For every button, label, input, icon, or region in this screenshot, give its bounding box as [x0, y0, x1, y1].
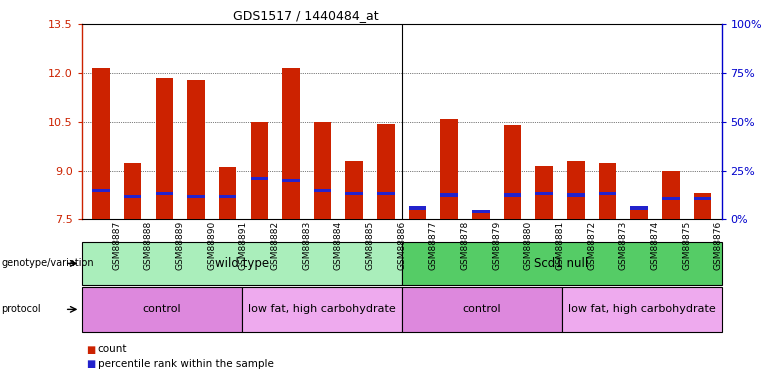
Text: control: control [143, 304, 181, 314]
Bar [504, 194, 521, 196]
Text: low fat, high carbohydrate: low fat, high carbohydrate [568, 304, 715, 314]
Text: GSM88891: GSM88891 [239, 221, 248, 270]
Bar [662, 171, 679, 219]
Bar [599, 192, 616, 195]
Text: GSM88872: GSM88872 [587, 221, 596, 270]
Text: GSM88884: GSM88884 [334, 221, 343, 270]
Bar [187, 80, 204, 219]
Bar [599, 162, 616, 219]
Bar [693, 194, 711, 219]
Text: GSM88883: GSM88883 [302, 221, 311, 270]
Bar [504, 125, 521, 219]
Bar [82, 242, 402, 285]
Bar [124, 162, 141, 219]
Text: low fat, high carbohydrate: low fat, high carbohydrate [248, 304, 395, 314]
Bar [567, 161, 584, 219]
Bar [92, 189, 110, 192]
Bar [124, 195, 141, 198]
Bar [441, 194, 458, 196]
Text: GSM88889: GSM88889 [176, 221, 185, 270]
Text: GSM88879: GSM88879 [492, 221, 502, 270]
Bar [187, 195, 204, 198]
Bar [346, 161, 363, 219]
Bar [630, 206, 648, 210]
Text: GSM88874: GSM88874 [651, 221, 660, 270]
Bar [250, 122, 268, 219]
Bar [92, 68, 110, 219]
Bar [250, 177, 268, 180]
Title: GDS1517 / 1440484_at: GDS1517 / 1440484_at [233, 9, 378, 22]
Bar [693, 196, 711, 200]
Bar [472, 210, 490, 213]
Bar [219, 167, 236, 219]
Bar [346, 192, 363, 195]
Text: GSM88887: GSM88887 [112, 221, 121, 270]
Text: GSM88878: GSM88878 [460, 221, 470, 270]
Text: GSM88873: GSM88873 [619, 221, 628, 270]
Bar [402, 287, 562, 332]
Text: ■: ■ [86, 359, 95, 369]
Text: GSM88885: GSM88885 [366, 221, 374, 270]
Text: GSM88875: GSM88875 [682, 221, 691, 270]
Text: wild type: wild type [215, 257, 269, 270]
Bar [402, 242, 722, 285]
Bar [662, 196, 679, 200]
Bar [562, 287, 722, 332]
Text: GSM88888: GSM88888 [144, 221, 153, 270]
Bar [242, 287, 402, 332]
Text: Scd1 null: Scd1 null [534, 257, 589, 270]
Bar [314, 189, 332, 192]
Bar [630, 210, 648, 219]
Text: GSM88880: GSM88880 [524, 221, 533, 270]
Bar [536, 166, 553, 219]
Text: GSM88877: GSM88877 [429, 221, 438, 270]
Bar [155, 78, 173, 219]
Text: ■: ■ [86, 345, 95, 354]
Text: GSM88882: GSM88882 [271, 221, 279, 270]
Text: count: count [98, 345, 127, 354]
Text: GSM88881: GSM88881 [555, 221, 565, 270]
Bar [536, 192, 553, 195]
Bar [282, 68, 300, 219]
Text: protocol: protocol [2, 304, 41, 314]
Bar [155, 192, 173, 195]
Bar [567, 194, 584, 196]
Text: percentile rank within the sample: percentile rank within the sample [98, 359, 273, 369]
Bar [409, 206, 426, 210]
Text: genotype/variation: genotype/variation [2, 258, 94, 268]
Bar [314, 122, 332, 219]
Bar [282, 179, 300, 182]
Text: control: control [463, 304, 501, 314]
Bar [472, 213, 490, 219]
Bar [378, 123, 395, 219]
Text: GSM88890: GSM88890 [207, 221, 216, 270]
Bar [219, 195, 236, 198]
Text: GSM88876: GSM88876 [714, 221, 723, 270]
Bar [82, 287, 242, 332]
Text: GSM88886: GSM88886 [397, 221, 406, 270]
Bar [441, 118, 458, 219]
Bar [378, 192, 395, 195]
Bar [409, 210, 426, 219]
